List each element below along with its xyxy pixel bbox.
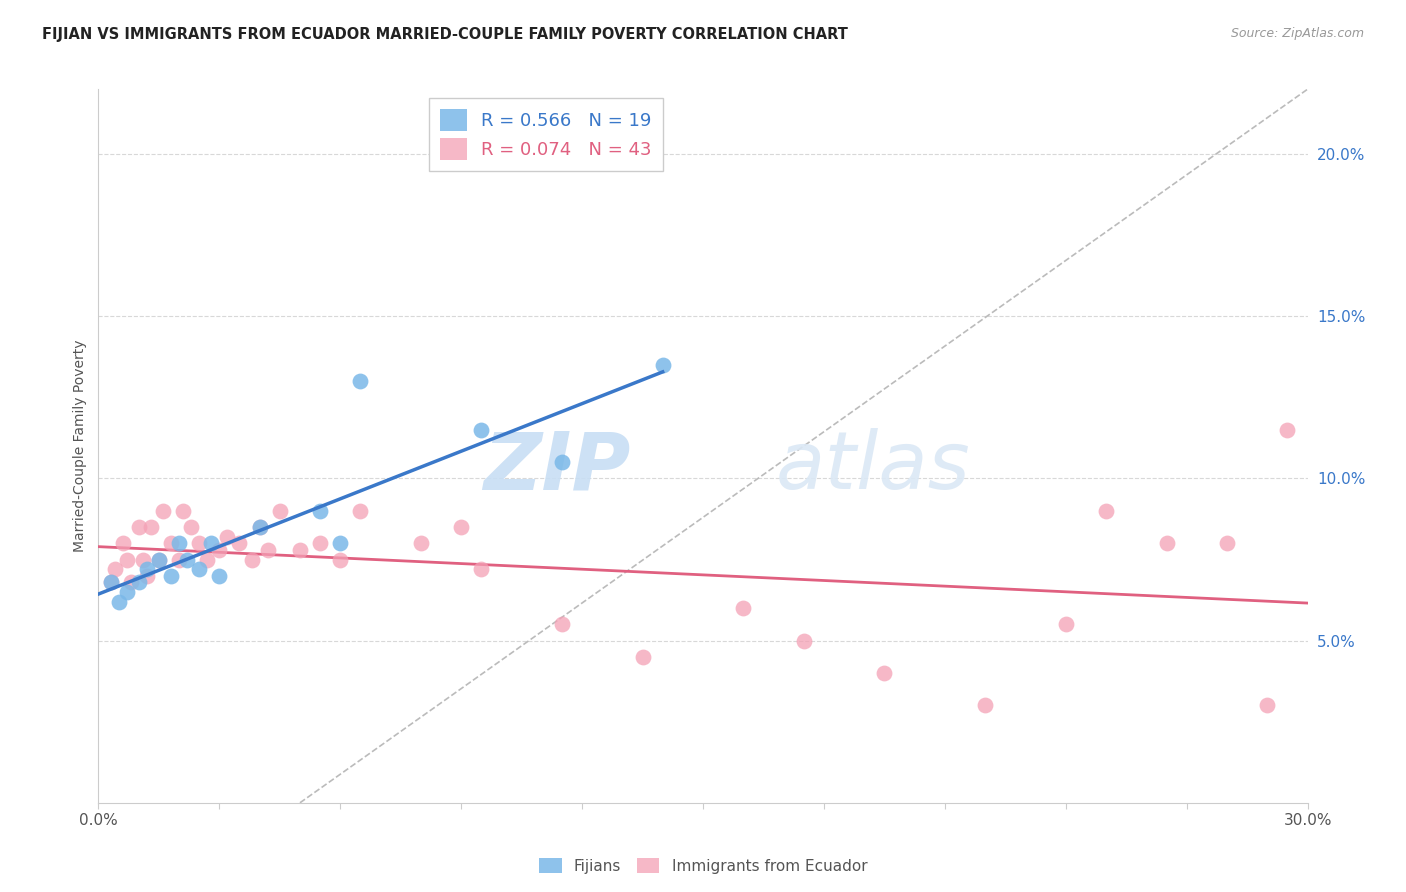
Point	[309, 536, 332, 550]
Point	[172, 504, 194, 518]
Point	[100, 575, 122, 590]
Point	[309, 504, 332, 518]
Point	[103, 562, 125, 576]
Point	[200, 536, 222, 550]
Point	[167, 552, 190, 566]
Point	[631, 649, 654, 664]
Point	[974, 698, 997, 713]
Point	[1095, 504, 1118, 518]
Point	[167, 536, 190, 550]
Point	[450, 520, 472, 534]
Point	[107, 595, 129, 609]
Point	[1256, 698, 1278, 713]
Point	[160, 568, 183, 582]
Point	[651, 358, 673, 372]
Point	[1054, 617, 1077, 632]
Point	[1216, 536, 1239, 550]
Y-axis label: Married-Couple Family Poverty: Married-Couple Family Poverty	[73, 340, 87, 552]
Point	[208, 568, 231, 582]
Legend: R = 0.566   N = 19, R = 0.074   N = 43: R = 0.566 N = 19, R = 0.074 N = 43	[429, 98, 662, 171]
Point	[135, 562, 157, 576]
Point	[240, 552, 263, 566]
Point	[793, 633, 815, 648]
Point	[249, 520, 271, 534]
Point	[188, 536, 211, 550]
Point	[152, 504, 174, 518]
Point	[349, 504, 371, 518]
Text: ZIP: ZIP	[484, 428, 630, 507]
Point	[228, 536, 250, 550]
Point	[288, 542, 311, 557]
Point	[409, 536, 432, 550]
Text: Source: ZipAtlas.com: Source: ZipAtlas.com	[1230, 27, 1364, 40]
Text: atlas: atlas	[776, 428, 970, 507]
Point	[115, 585, 138, 599]
Point	[128, 520, 150, 534]
Point	[148, 552, 170, 566]
Point	[269, 504, 291, 518]
Point	[217, 530, 239, 544]
Point	[132, 552, 155, 566]
Legend: Fijians, Immigrants from Ecuador: Fijians, Immigrants from Ecuador	[533, 852, 873, 880]
Point	[188, 562, 211, 576]
Point	[329, 552, 352, 566]
Point	[1277, 423, 1299, 437]
Point	[120, 575, 142, 590]
Text: FIJIAN VS IMMIGRANTS FROM ECUADOR MARRIED-COUPLE FAMILY POVERTY CORRELATION CHAR: FIJIAN VS IMMIGRANTS FROM ECUADOR MARRIE…	[42, 27, 848, 42]
Point	[733, 601, 755, 615]
Point	[148, 552, 170, 566]
Point	[349, 374, 371, 388]
Point	[208, 542, 231, 557]
Point	[1156, 536, 1178, 550]
Point	[160, 536, 183, 550]
Point	[551, 455, 574, 469]
Point	[180, 520, 202, 534]
Point	[470, 562, 492, 576]
Point	[135, 568, 157, 582]
Point	[329, 536, 352, 550]
Point	[551, 617, 574, 632]
Point	[470, 423, 492, 437]
Point	[249, 520, 271, 534]
Point	[115, 552, 138, 566]
Point	[195, 552, 218, 566]
Point	[873, 666, 896, 681]
Point	[139, 520, 162, 534]
Point	[128, 575, 150, 590]
Point	[256, 542, 278, 557]
Point	[100, 575, 122, 590]
Point	[111, 536, 134, 550]
Point	[176, 552, 198, 566]
